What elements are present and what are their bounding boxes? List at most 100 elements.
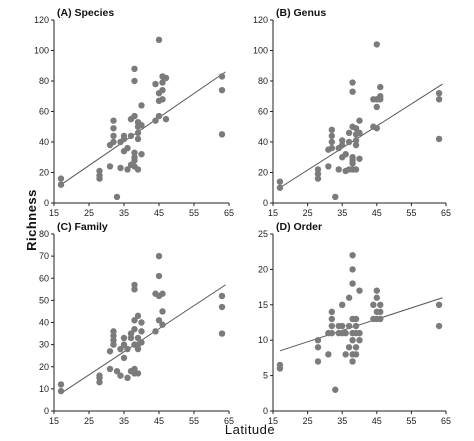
data-point: [155, 317, 163, 324]
y-tick-label: 80: [39, 76, 49, 86]
data-point: [152, 117, 159, 124]
data-point: [435, 96, 443, 103]
data-point: [159, 308, 166, 315]
panel-a: 0 20 40 60 80 100 120 15 25 35 45 55 65 (A) Species: [34, 7, 234, 218]
y-tick-label: 100: [253, 46, 268, 56]
x-tick-label: 35: [119, 208, 129, 218]
x-tick-label: 35: [337, 416, 347, 426]
data-point: [124, 166, 131, 173]
data-point: [110, 341, 117, 348]
x-tick-label: 15: [268, 208, 278, 218]
data-point: [370, 301, 377, 308]
data-point: [131, 65, 138, 73]
data-point: [352, 137, 360, 144]
y-tick-label: 70: [39, 251, 49, 261]
data-point: [162, 115, 170, 123]
data-point: [356, 155, 363, 162]
data-point: [127, 132, 135, 140]
data-point: [435, 322, 443, 330]
data-point: [131, 317, 138, 324]
y-tick-label: 0: [263, 406, 268, 416]
data-point: [106, 163, 114, 170]
data-point: [435, 301, 443, 308]
y-tick-label: 0: [44, 406, 49, 416]
data-point: [377, 301, 384, 308]
y-tick-label: 50: [39, 295, 49, 305]
y-tick-label: 100: [34, 46, 49, 56]
data-point: [332, 193, 339, 201]
data-point: [276, 178, 284, 185]
panel-title-d: (D) Order: [276, 221, 322, 233]
x-tick-label: 45: [372, 208, 382, 218]
data-point: [342, 329, 349, 337]
y-tick-label: 0: [44, 198, 49, 208]
data-point: [377, 83, 384, 91]
y-tick-label: 25: [258, 229, 268, 239]
y-tick-label: 60: [39, 273, 49, 283]
data-point: [328, 315, 336, 323]
data-point: [328, 308, 336, 316]
data-point: [134, 135, 142, 143]
data-point: [127, 334, 135, 342]
data-point: [124, 345, 131, 353]
y-tick-label: 40: [258, 137, 268, 147]
x-tick-label: 45: [154, 208, 164, 218]
data-point: [117, 164, 124, 172]
y-tick-label: 0: [263, 198, 268, 208]
data-point: [352, 344, 360, 351]
regression-line-d: [279, 297, 443, 352]
data-point: [57, 181, 65, 188]
x-tick-label: 25: [303, 208, 313, 218]
data-point: [339, 322, 346, 330]
y-tick-label: 10: [258, 335, 268, 345]
data-point: [314, 358, 322, 365]
y-tick-label: 10: [39, 384, 49, 394]
y-tick-label: 120: [253, 15, 268, 25]
data-point: [314, 344, 322, 351]
y-tick-label: 15: [258, 300, 268, 310]
data-point: [120, 341, 128, 348]
data-point: [155, 112, 163, 120]
data-point: [131, 112, 138, 120]
y-tick-label: 40: [39, 137, 49, 147]
data-point: [314, 166, 322, 173]
data-point: [155, 272, 163, 280]
data-point: [349, 266, 356, 273]
data-point: [345, 344, 353, 351]
data-point: [339, 137, 346, 144]
y-tick-label: 20: [258, 264, 268, 274]
x-tick-label: 65: [224, 208, 234, 218]
data-point: [435, 90, 443, 97]
panel-title-c: (C) Family: [57, 221, 108, 233]
x-tick-label: 15: [268, 416, 278, 426]
panel-c: 0 10 20 30 40 50 60 70 80 15 25 35 45 55 65 (C) Family: [39, 221, 234, 426]
data-point: [138, 151, 145, 158]
data-point: [110, 138, 117, 146]
data-point: [325, 351, 332, 358]
data-point: [377, 93, 384, 100]
data-point: [373, 125, 380, 132]
data-point: [356, 117, 363, 124]
data-point: [342, 151, 349, 158]
data-point: [110, 337, 117, 344]
data-point: [120, 334, 128, 342]
x-tick-label: 55: [406, 208, 416, 218]
regression-line-b: [279, 83, 443, 189]
data-point: [328, 126, 336, 133]
data-point: [124, 374, 131, 382]
data-point: [377, 308, 384, 316]
data-point: [218, 292, 226, 300]
data-point: [106, 365, 114, 373]
panel-d: 0 5 10 15 20 25 15 25 35 45 55 65 (D) Order: [258, 221, 451, 426]
data-point: [314, 337, 322, 344]
x-tick-label: 55: [406, 416, 416, 426]
data-point: [328, 138, 336, 146]
data-point: [352, 125, 360, 132]
data-point: [373, 41, 380, 48]
y-axis-title: Richness: [24, 189, 39, 251]
data-point: [349, 88, 356, 95]
data-point: [328, 329, 336, 337]
data-point: [57, 381, 65, 388]
x-tick-label: 55: [189, 416, 199, 426]
